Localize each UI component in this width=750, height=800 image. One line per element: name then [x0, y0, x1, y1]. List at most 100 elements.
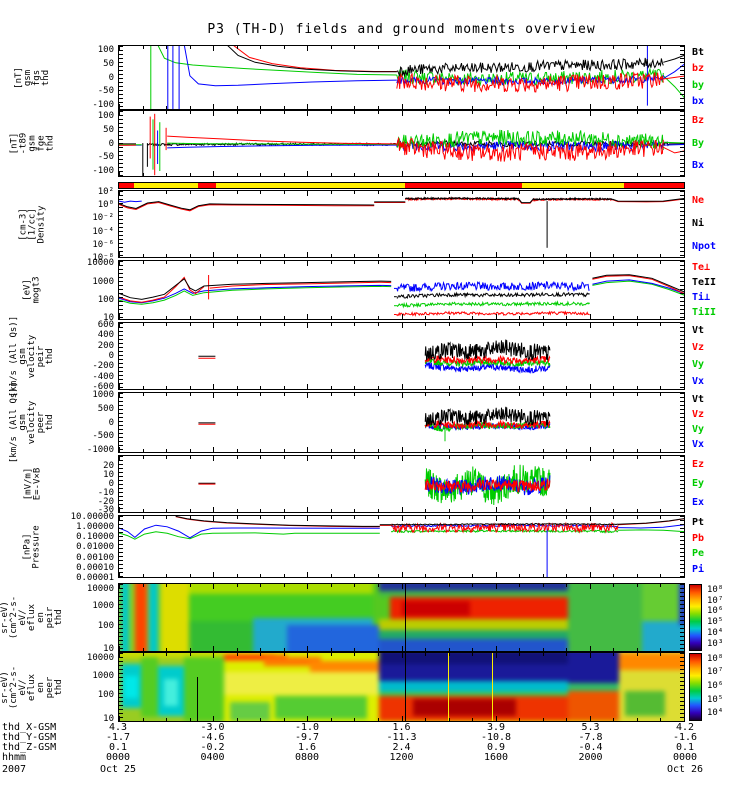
x-tick — [566, 509, 568, 512]
x-tick — [519, 316, 521, 319]
x-tick — [613, 111, 615, 114]
x-tick — [260, 449, 262, 452]
x-tick — [260, 456, 262, 459]
spec-block — [119, 653, 224, 659]
series-line — [404, 196, 520, 202]
ytick-label: 10 — [103, 643, 114, 654]
x-tick — [377, 254, 379, 257]
ytick-label: 10 — [103, 713, 114, 724]
ylabel-peer-eflux: sr-eV) (cm^2-s- eV/ eflux en peer thd — [0, 652, 64, 722]
series-line — [119, 200, 142, 203]
x-tick — [660, 653, 662, 656]
page-title: P3 (TH-D) fields and ground moments over… — [207, 22, 596, 37]
series-line — [396, 280, 590, 293]
ytick-label: -10 — [97, 487, 114, 498]
x-tick — [425, 254, 427, 257]
x-tick — [613, 46, 615, 49]
ytick-label: 10⁰ — [97, 200, 114, 211]
xtick-value: 0400 — [200, 752, 225, 763]
x-tick — [189, 648, 191, 651]
x-tick — [119, 252, 120, 257]
spec-block — [379, 721, 685, 722]
ylabel-text: [nT] gsm fgs thd — [14, 66, 51, 89]
x-tick — [236, 718, 238, 721]
x-tick — [119, 384, 120, 389]
x-tick — [401, 171, 403, 176]
spec-block — [229, 702, 270, 721]
spec-block — [275, 696, 368, 719]
x-tick — [448, 173, 450, 176]
series-line — [167, 144, 397, 149]
ylabel-efield: [mV/m] E=-V×B — [6, 455, 60, 513]
legend-item: Pt — [692, 516, 705, 528]
x-tick — [448, 584, 450, 587]
x-tick — [472, 323, 474, 326]
ytick-label: 400 — [97, 330, 114, 341]
x-tick — [142, 191, 144, 194]
x-tick — [283, 106, 285, 109]
x-tick — [425, 718, 427, 721]
xtick-value: 0.1 — [675, 742, 695, 753]
ylabel-text: [nPa] Pressure — [22, 524, 42, 569]
ytick-label: -400 — [92, 371, 114, 382]
xtick-value: -1.7 — [105, 732, 131, 743]
x-tick — [660, 316, 662, 319]
ylabel-pressure: [nPa] Pressure — [6, 515, 60, 578]
x-tick — [142, 316, 144, 319]
legend-item: Vx — [692, 439, 705, 451]
spec-block — [619, 653, 684, 671]
x-tick — [213, 716, 215, 721]
spec-block — [378, 691, 568, 697]
x-tick — [495, 653, 497, 658]
x-tick — [519, 449, 521, 452]
x-tick — [330, 574, 332, 577]
spectrogram-peir-eflux — [119, 584, 684, 651]
colorbar-tick-label: 10⁵ — [707, 694, 724, 705]
x-tick — [377, 718, 379, 721]
ytick-label: 100 — [97, 690, 114, 701]
spec-block — [189, 584, 373, 594]
series-line — [592, 274, 684, 293]
x-tick — [519, 173, 521, 176]
x-tick — [260, 509, 262, 512]
x-tick — [519, 386, 521, 389]
x-tick — [613, 386, 615, 389]
x-tick — [519, 516, 521, 519]
x-tick — [613, 509, 615, 512]
x-tick — [401, 261, 403, 266]
plot-fgs — [150, 46, 684, 109]
x-tick — [189, 393, 191, 396]
x-tick — [684, 384, 685, 389]
x-tick — [636, 323, 638, 326]
spec-block — [189, 621, 253, 651]
panel-peer-velocity — [118, 392, 685, 453]
x-tick — [425, 516, 427, 519]
x-tick — [260, 173, 262, 176]
legend-item: Ti⊥ — [692, 291, 711, 303]
ytick-label: 0 — [108, 417, 114, 428]
x-tick — [119, 646, 120, 651]
x-tick — [119, 447, 120, 452]
ytick-label: -200 — [92, 361, 114, 372]
x-tick — [401, 584, 403, 589]
x-tick — [142, 516, 144, 519]
ytick-label: 10000 — [86, 258, 114, 269]
x-tick — [377, 173, 379, 176]
x-tick — [142, 111, 144, 114]
colorbar — [689, 584, 702, 651]
ytick-label: 10 — [103, 313, 114, 324]
ytick-label: -20 — [97, 496, 114, 507]
x-tick — [377, 393, 379, 396]
x-tick — [354, 261, 356, 264]
x-tick — [684, 323, 685, 328]
series-line — [209, 281, 392, 289]
x-tick — [519, 191, 521, 194]
x-tick — [189, 456, 191, 459]
x-tick — [660, 386, 662, 389]
x-tick — [354, 653, 356, 656]
ylabel-mogt3: [eV] mogt3 — [6, 260, 60, 320]
x-tick — [142, 449, 144, 452]
xtick-value: -3.0 — [200, 722, 225, 733]
x-tick — [589, 516, 591, 521]
x-tick — [519, 456, 521, 459]
